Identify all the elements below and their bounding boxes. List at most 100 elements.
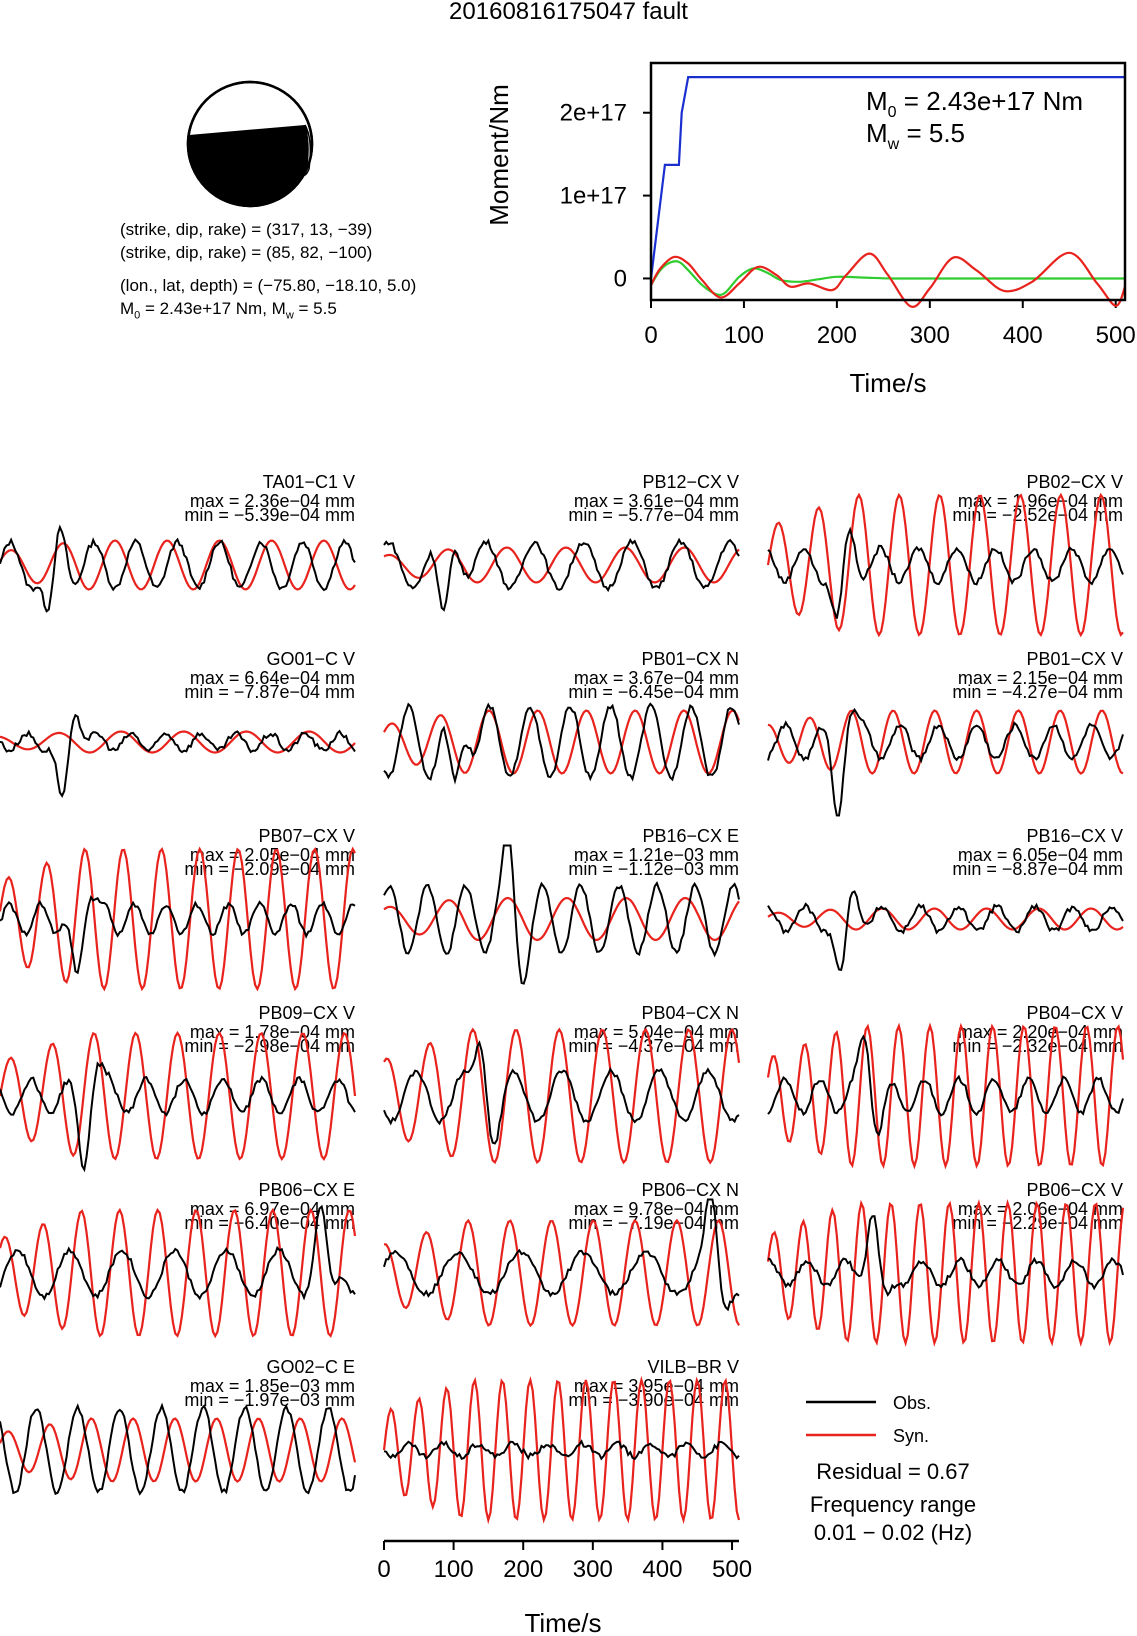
- station-max: max = 6.64e−04 mm: [190, 668, 355, 688]
- station-min: min = −3.90e−04 mm: [568, 1390, 739, 1410]
- station-name: PB01−CX N: [641, 649, 739, 669]
- synthetic-trace: [383, 709, 741, 775]
- waveform-time-axis: 0 100 200 300 400 500: [377, 1539, 752, 1583]
- frequency-range-value: 0.01 − 0.02 (Hz): [814, 1520, 972, 1545]
- cumulative-moment-line: [649, 76, 1125, 279]
- legend-syn-label: Syn.: [893, 1426, 929, 1446]
- synthetic-trace: [0, 1030, 357, 1162]
- beachball-icon: [186, 80, 314, 208]
- observed-trace: [0, 1204, 356, 1301]
- moment-xtick-label: 400: [1003, 322, 1043, 349]
- moment-xtick-label: 200: [817, 322, 857, 349]
- synthetic-trace: [0, 1417, 357, 1483]
- observed-trace: [0, 524, 356, 613]
- synthetic-trace: [766, 492, 1124, 638]
- synthetic-trace: [383, 1218, 740, 1328]
- moment-ytick-label: 2e+17: [560, 100, 627, 127]
- station-name: PB16−CX E: [642, 826, 739, 846]
- synthetic-trace: [383, 546, 740, 584]
- wave-xtick-label: 300: [573, 1556, 613, 1583]
- wave-xtick-label: 200: [503, 1556, 543, 1583]
- synthetic-trace: [767, 709, 1124, 775]
- observed-trace: [767, 1215, 1124, 1297]
- observed-trace: [0, 713, 356, 798]
- observed-trace: [767, 1034, 1124, 1137]
- station-max: max = 1.96e−04 mm: [958, 491, 1123, 511]
- station-name: PB02−CX V: [1026, 472, 1123, 492]
- station-min: min = −1.12e−03 mm: [568, 859, 739, 879]
- frequency-range-label: Frequency range: [810, 1492, 976, 1517]
- station-max: max = 2.06e−04 mm: [958, 1199, 1123, 1219]
- synthetic-trace: [766, 1199, 1125, 1347]
- station-max: max = 9.78e−04 mm: [574, 1199, 739, 1219]
- mw-subscript: w: [285, 309, 294, 322]
- moment-m0-annotation: M0 = 2.43e+17 Nm: [866, 86, 1083, 121]
- station-name: PB12−CX V: [642, 472, 739, 492]
- observed-trace: [383, 702, 740, 785]
- observed-trace: [767, 890, 1124, 972]
- observed-trace: [383, 1439, 740, 1461]
- figure-title: 20160816175047 fault: [449, 0, 688, 25]
- station-min: min = −2.52e−04 mm: [952, 505, 1123, 525]
- wave-xtick-label: 500: [712, 1556, 752, 1583]
- station-name: VILB−BR V: [647, 1357, 739, 1377]
- observed-trace: [767, 526, 1124, 619]
- moment-xtick-label: 0: [644, 322, 657, 349]
- station-name: PB01−CX V: [1026, 649, 1123, 669]
- station-max: max = 3.67e−04 mm: [574, 668, 739, 688]
- moment-magnitude-info: M0 = 2.43e+17 Nm, Mw = 5.5: [120, 299, 337, 321]
- station-min: min = −4.27e−04 mm: [952, 682, 1123, 702]
- station-name: PB16−CX V: [1026, 826, 1123, 846]
- nodal-plane-1: (strike, dip, rake) = (317, 13, −39): [120, 220, 373, 239]
- wave-xtick-label: 0: [377, 1556, 390, 1583]
- station-max: max = 1.85e−03 mm: [190, 1376, 355, 1396]
- station-name: PB07−CX V: [258, 826, 355, 846]
- synthetic-trace: [383, 896, 740, 942]
- moment-rate-red-line: [650, 251, 1127, 308]
- station-max: max = 2.36e−04 mm: [190, 491, 355, 511]
- legend-obs-label: Obs.: [893, 1393, 931, 1413]
- station-min: min = −7.87e−04 mm: [184, 682, 355, 702]
- station-max: max = 2.20e−04 mm: [958, 1022, 1123, 1042]
- observed-trace: [767, 707, 1124, 817]
- station-name: PB04−CX V: [1026, 1003, 1123, 1023]
- synthetic-trace: [0, 1207, 357, 1339]
- station-min: min = −8.87e−04 mm: [952, 859, 1123, 879]
- wave-xtick-label: 400: [642, 1556, 682, 1583]
- station-max: max = 1.78e−04 mm: [190, 1022, 355, 1042]
- station-min: min = −4.37e−04 mm: [568, 1036, 739, 1056]
- synthetic-trace: [0, 846, 356, 992]
- waveform-xlabel: Time/s: [524, 1608, 601, 1636]
- station-name: GO02−C E: [266, 1357, 355, 1377]
- station-max: max = 3.61e−04 mm: [574, 491, 739, 511]
- synthetic-trace: [382, 1375, 741, 1525]
- station-min: min = −6.45e−04 mm: [568, 682, 739, 702]
- observed-trace: [0, 895, 356, 975]
- station-min: min = −2.98e−04 mm: [184, 1036, 355, 1056]
- moment-ytick-label: 0: [614, 265, 627, 292]
- synthetic-trace: [0, 539, 356, 591]
- station-min: min = −1.97e−03 mm: [184, 1390, 355, 1410]
- nodal-plane-2: (strike, dip, rake) = (85, 82, −100): [120, 243, 373, 262]
- station-min: min = −5.77e−04 mm: [568, 505, 739, 525]
- station-max: max = 6.05e−04 mm: [958, 845, 1123, 865]
- moment-xtick-label: 500: [1096, 322, 1136, 349]
- station-min: min = −5.39e−04 mm: [184, 505, 355, 525]
- moment-series: [649, 76, 1127, 308]
- station-min: min = −2.09e−04 mm: [184, 859, 355, 879]
